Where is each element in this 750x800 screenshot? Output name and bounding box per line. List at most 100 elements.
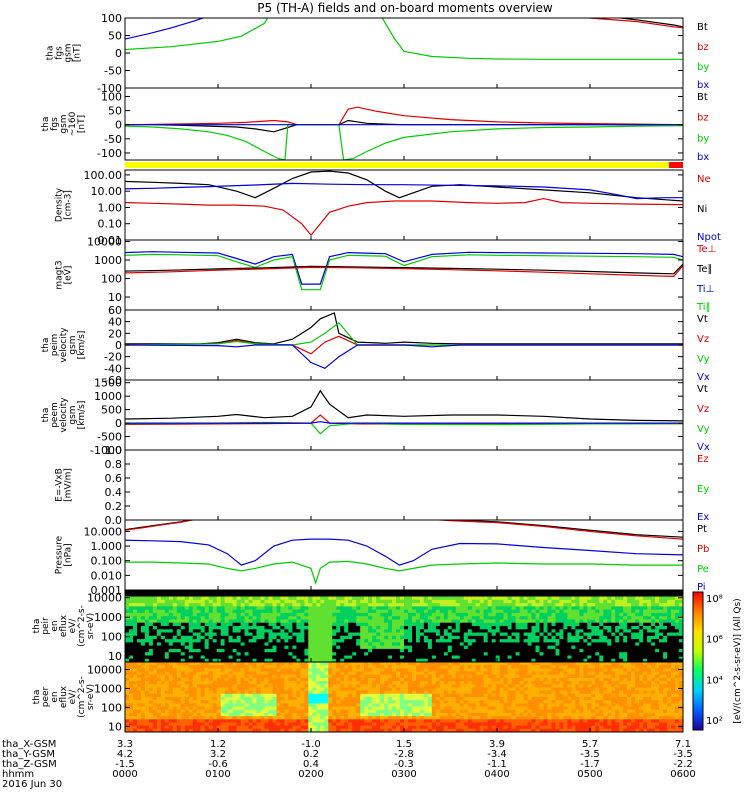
spectrogram-cell xyxy=(408,635,413,640)
spectrogram-cell xyxy=(292,642,297,647)
spectrogram-cell xyxy=(172,722,178,727)
spectrogram-cell xyxy=(300,642,305,647)
spectrogram-cell xyxy=(316,632,321,637)
spectrogram-cell xyxy=(348,648,353,653)
spectrogram-cell xyxy=(176,662,182,666)
spectrogram-cell xyxy=(272,642,278,647)
spectrogram-cell xyxy=(208,690,214,695)
spectrogram-cell xyxy=(137,681,142,685)
spectrogram-cell xyxy=(364,677,369,682)
spectrogram-cell xyxy=(328,722,333,727)
spectrogram-cell xyxy=(352,719,357,724)
spectrogram-cell xyxy=(376,622,381,627)
spectrogram-cell xyxy=(599,642,604,647)
spectrogram-cell xyxy=(336,590,341,594)
spectrogram-cell xyxy=(264,658,270,662)
spectrogram-cell xyxy=(308,712,313,717)
spectrogram-cell xyxy=(443,652,449,657)
spectrogram-cell xyxy=(280,599,285,604)
spectrogram-cell xyxy=(587,626,592,630)
spectrogram-cell xyxy=(172,612,178,617)
spectrogram-cell xyxy=(643,622,648,627)
spectrogram-cell xyxy=(200,700,206,704)
spectrogram-cell xyxy=(228,725,234,730)
spectrogram-cell xyxy=(535,593,541,598)
spectrogram-cell xyxy=(228,655,234,660)
spectrogram-cell xyxy=(316,709,321,714)
spectrogram-cell xyxy=(164,635,170,640)
spectrogram-cell xyxy=(384,690,389,695)
spectrogram-cell xyxy=(200,645,206,650)
spectrogram-cell xyxy=(435,632,441,637)
spectrogram-cell xyxy=(137,596,142,601)
spectrogram-cell xyxy=(220,719,226,724)
spectrogram-cell xyxy=(316,719,321,724)
spectrogram-cell xyxy=(152,671,158,676)
spectrogram-cell xyxy=(324,722,329,727)
spectrogram-cell xyxy=(292,700,297,704)
spectrogram-cell xyxy=(447,619,453,624)
y-axis-label: [nT] xyxy=(77,115,87,133)
spectrogram-cell xyxy=(248,693,254,698)
spectrogram-cell xyxy=(320,629,325,634)
spectrogram-cell xyxy=(276,684,282,689)
spectrogram-cell xyxy=(455,632,461,637)
spectrogram-cell xyxy=(292,668,297,673)
spectrogram-cell xyxy=(220,635,226,640)
spectrogram-cell xyxy=(535,655,541,660)
spectrogram-cell xyxy=(168,681,174,685)
spectrogram-cell xyxy=(408,684,413,689)
spectrogram-cell xyxy=(679,603,683,607)
spectrogram-cell xyxy=(240,612,246,617)
spectrogram-cell xyxy=(200,681,206,685)
spectrogram-cell xyxy=(208,681,214,685)
spectrogram-cell xyxy=(583,642,588,647)
spectrogram-cell xyxy=(220,665,226,669)
spectrogram-cell xyxy=(236,725,242,730)
spectrogram-cell xyxy=(372,693,377,698)
spectrogram-cell xyxy=(451,616,457,621)
spectrogram-cell xyxy=(156,709,162,714)
spectrogram-cell xyxy=(129,690,134,695)
spectrogram-cell xyxy=(228,652,234,657)
spectrogram-cell xyxy=(603,593,608,598)
spectrogram-cell xyxy=(268,674,274,679)
spectrogram-cell xyxy=(284,677,289,682)
spectrogram-cell xyxy=(240,728,246,732)
spectrogram-cell xyxy=(248,645,254,650)
spectrogram-cell xyxy=(316,639,321,643)
spectrogram-cell xyxy=(344,596,349,601)
spectrogram-cell xyxy=(208,700,214,704)
spectrogram-cell xyxy=(133,703,138,708)
spectrogram-cell xyxy=(675,658,680,662)
spectrogram-cell xyxy=(559,622,564,627)
spectrogram-cell xyxy=(507,612,513,617)
spectrogram-cell xyxy=(312,606,317,611)
spectrogram-cell xyxy=(603,616,608,621)
spectrogram-cell xyxy=(272,662,278,666)
spectrogram-cell xyxy=(252,645,258,650)
spectrogram-cell xyxy=(679,619,683,624)
spectrogram-cell xyxy=(192,635,198,640)
spectrogram-cell xyxy=(232,677,238,682)
spectrogram-cell xyxy=(392,687,397,692)
spectrogram-cell xyxy=(400,632,405,637)
spectrogram-cell xyxy=(268,593,274,598)
spectrogram-cell xyxy=(384,658,389,662)
spectrogram-cell xyxy=(144,612,150,617)
spectrogram-cell xyxy=(184,603,190,607)
spectrogram-cell xyxy=(256,642,262,647)
spectrogram-cell xyxy=(164,725,170,730)
spectrogram-cell xyxy=(635,606,640,611)
spectrogram-cell xyxy=(639,616,644,621)
spectrogram-cell xyxy=(304,684,309,689)
spectrogram-cell xyxy=(555,606,561,611)
y-tick-label: 100 xyxy=(101,273,122,286)
spectrogram-cell xyxy=(316,665,321,669)
spectrogram-cell xyxy=(587,645,592,650)
spectrogram-cell xyxy=(188,674,194,679)
spectrogram-cell xyxy=(503,606,509,611)
spectrogram-cell xyxy=(232,719,238,724)
spectrogram-cell xyxy=(352,645,357,650)
spectrogram-cell xyxy=(260,712,266,717)
